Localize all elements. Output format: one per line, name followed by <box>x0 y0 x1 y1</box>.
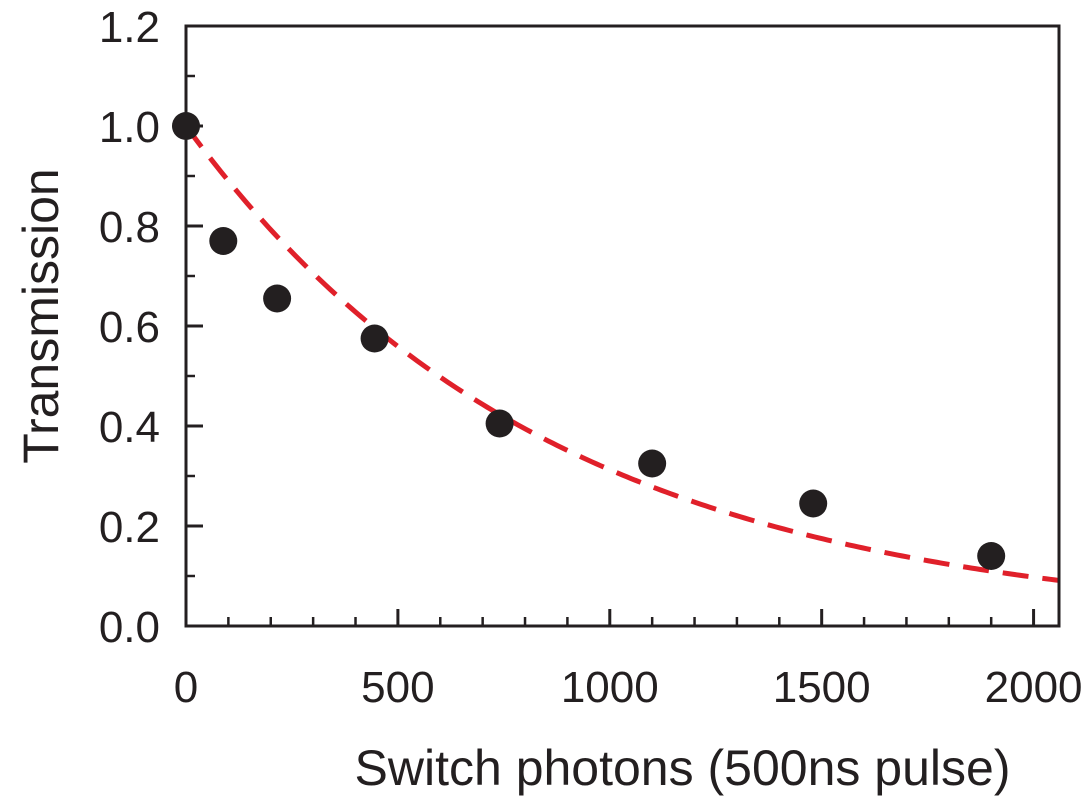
y-tick-label: 1.0 <box>99 103 160 152</box>
x-tick-label: 500 <box>361 663 434 712</box>
y-tick-label: 0.6 <box>99 303 160 352</box>
fit-curve <box>183 124 1060 583</box>
data-point <box>638 449 667 478</box>
x-tick-label: 1500 <box>773 663 871 712</box>
data-point <box>263 284 292 313</box>
plot-frame <box>184 24 1061 628</box>
y-tick-label: 1.2 <box>99 3 160 52</box>
x-tick-label: 2000 <box>985 663 1083 712</box>
data-point <box>977 542 1006 570</box>
data-points-layer <box>172 112 1006 570</box>
x-axis-label: Switch photons (500ns pulse) <box>355 740 1011 796</box>
axis-tick-labels: 0 500 1000 1500 2000 0.0 0.2 0.4 0.6 0.8 1.0 1.2 <box>99 3 1083 712</box>
fit-curve-layer <box>183 124 1060 583</box>
y-tick-label: 0.4 <box>99 403 160 452</box>
x-tick-label: 1000 <box>561 663 659 712</box>
y-axis-label: Transmission <box>13 168 69 463</box>
axis-ticks <box>184 24 1036 628</box>
data-point <box>799 489 828 518</box>
data-point <box>209 227 238 255</box>
y-tick-label: 0.8 <box>99 203 160 252</box>
data-point <box>485 409 514 438</box>
y-tick-label: 0.2 <box>99 503 160 552</box>
y-tick-label: 0.0 <box>99 603 160 652</box>
x-tick-label: 0 <box>174 663 198 712</box>
data-point <box>360 324 389 353</box>
